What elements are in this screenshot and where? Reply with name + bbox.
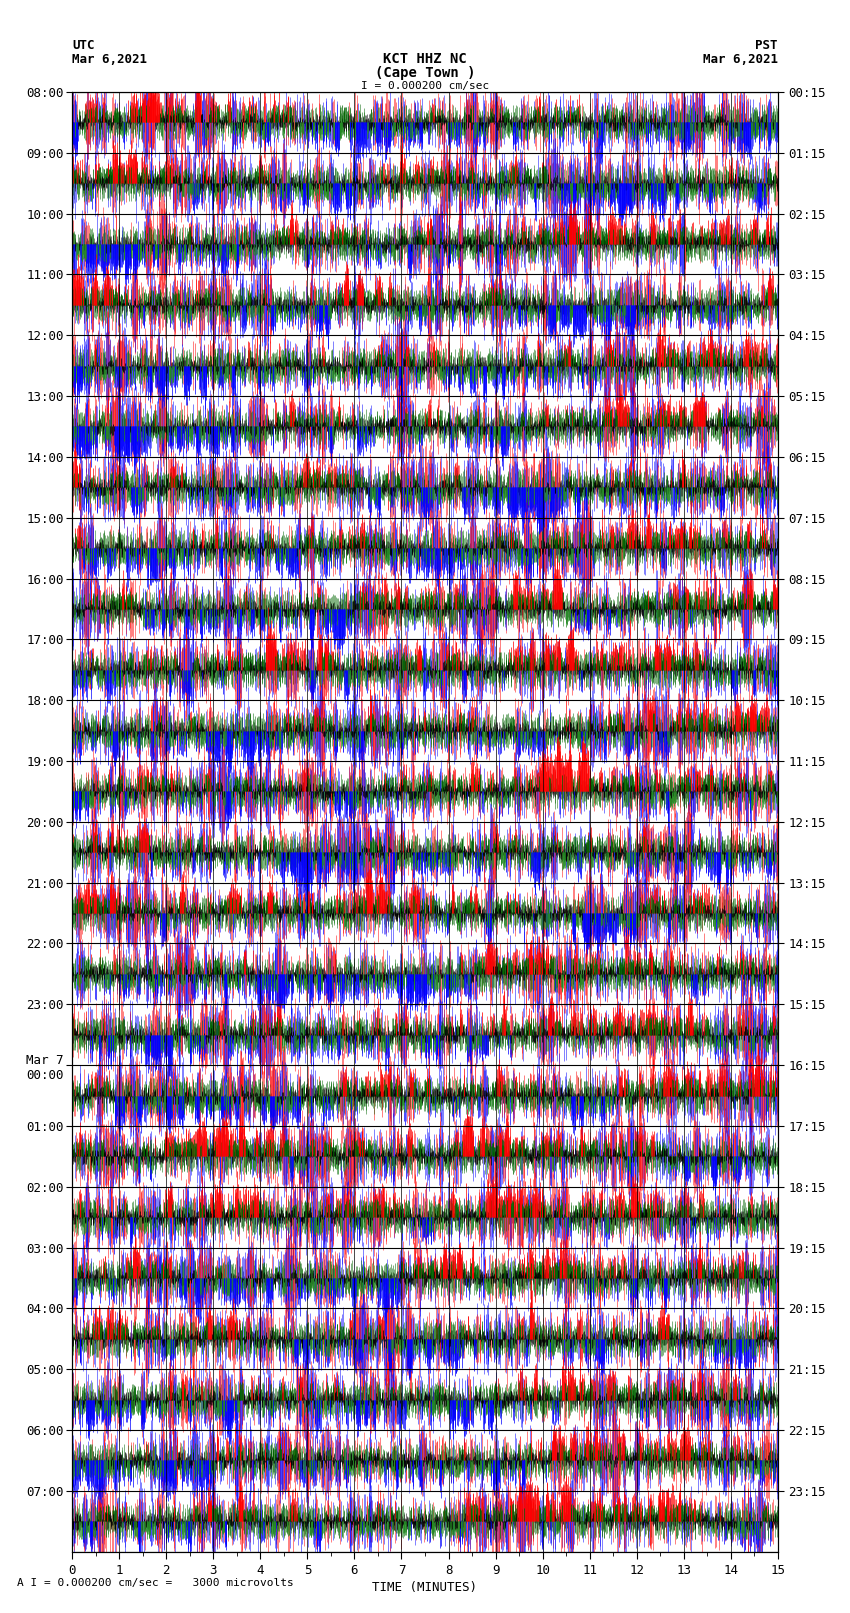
Text: I = 0.000200 cm/sec: I = 0.000200 cm/sec	[361, 81, 489, 90]
Text: A I = 0.000200 cm/sec =   3000 microvolts: A I = 0.000200 cm/sec = 3000 microvolts	[17, 1578, 294, 1587]
Text: Mar 6,2021: Mar 6,2021	[703, 53, 778, 66]
Text: PST: PST	[756, 39, 778, 52]
Text: Mar 6,2021: Mar 6,2021	[72, 53, 147, 66]
Text: (Cape Town ): (Cape Town )	[375, 66, 475, 81]
X-axis label: TIME (MINUTES): TIME (MINUTES)	[372, 1581, 478, 1594]
Text: UTC: UTC	[72, 39, 94, 52]
Text: KCT HHZ NC: KCT HHZ NC	[383, 52, 467, 66]
